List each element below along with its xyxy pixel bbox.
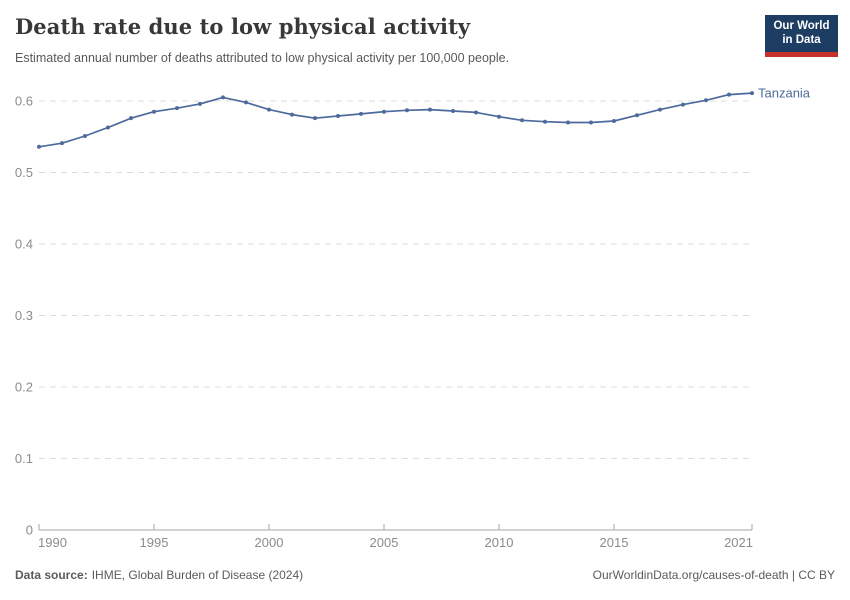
owid-logo[interactable]: Our World in Data <box>765 15 838 57</box>
x-axis-tick-label: 2000 <box>255 535 284 550</box>
x-axis-tick-label: 2010 <box>485 535 514 550</box>
data-point[interactable] <box>244 100 248 105</box>
data-point[interactable] <box>635 113 639 118</box>
data-point[interactable] <box>382 109 386 114</box>
data-point[interactable] <box>497 114 501 119</box>
y-axis-tick-label: 0.2 <box>15 380 33 395</box>
y-axis-tick-label: 0.4 <box>15 237 33 252</box>
data-point[interactable] <box>566 120 570 125</box>
data-point[interactable] <box>405 108 409 113</box>
y-axis-tick-label: 0.1 <box>15 451 33 466</box>
data-point[interactable] <box>313 116 317 121</box>
data-point[interactable] <box>704 98 708 103</box>
data-point[interactable] <box>37 144 41 149</box>
x-axis-tick-label: 2015 <box>600 535 629 550</box>
data-point[interactable] <box>750 91 754 96</box>
data-point[interactable] <box>83 134 87 139</box>
series-label[interactable]: Tanzania <box>758 86 811 101</box>
data-source-label: Data source: <box>15 568 88 582</box>
y-axis-tick-label: 0.3 <box>15 308 33 323</box>
data-point[interactable] <box>336 114 340 119</box>
data-point[interactable] <box>520 118 524 123</box>
data-point[interactable] <box>359 111 363 116</box>
y-axis-tick-label: 0.5 <box>15 165 33 180</box>
data-point[interactable] <box>474 110 478 115</box>
data-point[interactable] <box>727 92 731 97</box>
data-point[interactable] <box>290 112 294 117</box>
data-point[interactable] <box>152 109 156 114</box>
x-axis-tick-label: 2005 <box>370 535 399 550</box>
y-axis-tick-label: 0 <box>26 523 33 538</box>
x-axis-tick-label: 2021 <box>724 535 753 550</box>
footer-link[interactable]: OurWorldinData.org/causes-of-death | CC … <box>592 568 835 582</box>
data-point[interactable] <box>681 102 685 107</box>
data-point[interactable] <box>198 101 202 106</box>
data-source: Data source: IHME, Global Burden of Disea… <box>15 568 303 582</box>
data-point[interactable] <box>612 119 616 124</box>
x-axis-tick-label: 1990 <box>38 535 67 550</box>
data-point[interactable] <box>267 107 271 112</box>
data-point[interactable] <box>589 120 593 125</box>
y-axis-tick-label: 0.6 <box>15 94 33 109</box>
data-line[interactable] <box>38 92 753 148</box>
page-title: Death rate due to low physical activity <box>15 14 471 39</box>
chart-footer: Data source: IHME, Global Burden of Disea… <box>15 568 835 582</box>
data-point[interactable] <box>221 95 225 100</box>
owid-logo-line2: in Data <box>782 33 821 46</box>
owid-logo-line1: Our World <box>773 19 830 32</box>
data-point[interactable] <box>129 116 133 121</box>
data-point[interactable] <box>428 107 432 112</box>
data-point[interactable] <box>543 119 547 124</box>
data-point[interactable] <box>175 106 179 111</box>
data-point[interactable] <box>60 141 64 146</box>
data-point[interactable] <box>106 125 110 130</box>
data-point[interactable] <box>451 109 455 114</box>
data-point[interactable] <box>658 107 662 112</box>
x-axis-tick-label: 1995 <box>140 535 169 550</box>
data-source-value: IHME, Global Burden of Disease (2024) <box>91 568 304 582</box>
chart-subtitle: Estimated annual number of deaths attrib… <box>15 51 510 65</box>
